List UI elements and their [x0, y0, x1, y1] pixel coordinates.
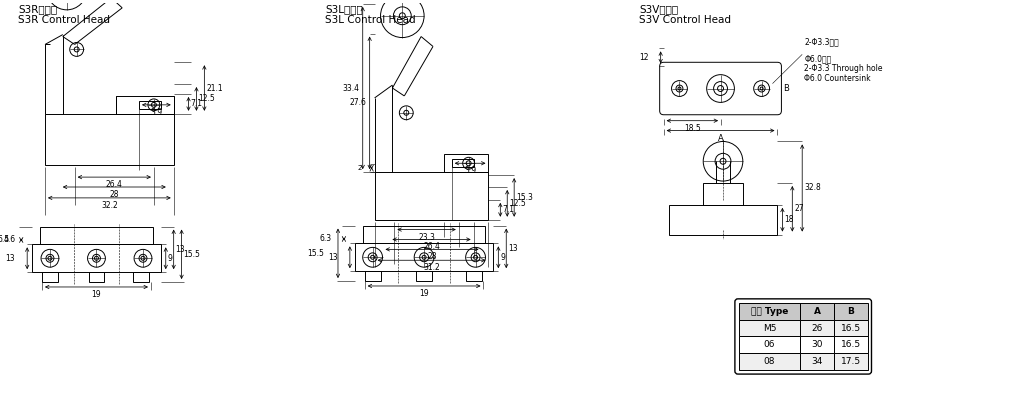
Text: 7.1: 7.1 [191, 99, 202, 109]
Text: M5: M5 [763, 323, 776, 333]
Bar [834, 303, 868, 320]
Text: B: B [847, 307, 854, 316]
Text: 12.5: 12.5 [509, 199, 526, 208]
Text: 06: 06 [764, 340, 775, 349]
Bar [669, 205, 777, 235]
Text: 型号 Type: 型号 Type [751, 307, 788, 316]
Bar [801, 353, 834, 370]
Bar [452, 159, 473, 167]
Bar [801, 303, 834, 320]
Text: 15.5: 15.5 [184, 250, 200, 259]
Bar [739, 303, 801, 320]
Bar [417, 271, 432, 281]
Text: 18: 18 [784, 215, 793, 224]
Bar [116, 96, 174, 114]
Text: 16.5: 16.5 [840, 340, 861, 349]
Text: 18.5: 18.5 [684, 124, 701, 133]
Text: 19: 19 [420, 289, 429, 298]
Bar [33, 244, 161, 272]
Text: 30: 30 [812, 340, 823, 349]
Text: 3.9: 3.9 [464, 166, 477, 175]
Bar [40, 227, 152, 244]
Text: 32.8: 32.8 [805, 184, 821, 192]
Text: S3L控制头: S3L控制头 [325, 4, 363, 14]
Bar [834, 353, 868, 370]
Text: 28: 28 [428, 252, 437, 261]
Text: B: B [783, 84, 789, 93]
Text: Φ6.0沉孔: Φ6.0沉孔 [805, 54, 831, 63]
Text: A: A [814, 307, 821, 316]
Bar [801, 320, 834, 336]
Bar [133, 272, 149, 282]
Text: 9: 9 [500, 253, 505, 262]
Text: Φ6.0 Countersink: Φ6.0 Countersink [805, 74, 871, 83]
Text: 19: 19 [91, 290, 102, 299]
Text: 27: 27 [795, 204, 804, 213]
Text: 7.1: 7.1 [502, 205, 514, 214]
Bar [739, 303, 868, 320]
Bar [739, 353, 801, 370]
Bar [139, 101, 161, 109]
Text: 28: 28 [110, 190, 119, 199]
Bar [703, 183, 743, 205]
Bar [375, 172, 489, 220]
Text: 2-Φ3.3 Through hole: 2-Φ3.3 Through hole [805, 64, 883, 73]
Bar [363, 225, 486, 243]
Bar [739, 336, 801, 353]
Bar [88, 272, 105, 282]
Text: 13: 13 [328, 253, 338, 262]
Bar [365, 271, 381, 281]
Text: 34: 34 [812, 357, 823, 366]
Text: 21.1: 21.1 [206, 83, 223, 93]
Text: S3V Control Head: S3V Control Head [639, 15, 731, 25]
Bar [465, 271, 482, 281]
Text: A: A [717, 134, 723, 142]
Text: S3R控制头: S3R控制头 [18, 4, 57, 14]
Bar [42, 272, 58, 282]
Bar [355, 243, 494, 271]
Text: 2: 2 [358, 165, 362, 171]
Text: 27.6: 27.6 [350, 98, 367, 107]
Text: 16.5: 16.5 [840, 323, 861, 333]
Text: 08: 08 [764, 357, 775, 366]
Bar [739, 320, 801, 336]
Text: 31.2: 31.2 [423, 263, 440, 272]
Text: 33.4: 33.4 [342, 83, 360, 93]
Text: 15.3: 15.3 [516, 193, 533, 202]
Text: 3.9: 3.9 [150, 108, 163, 117]
Text: S3V控制头: S3V控制头 [639, 4, 678, 14]
Text: 17.5: 17.5 [840, 357, 861, 366]
Text: 26.4: 26.4 [106, 180, 123, 189]
Text: 26: 26 [812, 323, 823, 333]
Bar [801, 336, 834, 353]
Text: 12: 12 [639, 53, 649, 62]
Text: 13: 13 [176, 245, 185, 254]
Text: 6.5: 6.5 [0, 235, 9, 244]
Text: 13: 13 [508, 244, 518, 253]
Bar [45, 114, 174, 165]
Text: 26.4: 26.4 [423, 243, 440, 251]
Text: 13: 13 [6, 254, 15, 263]
Text: 2-Φ3.3通孔: 2-Φ3.3通孔 [805, 37, 839, 47]
Text: S3R Control Head: S3R Control Head [18, 15, 111, 25]
Text: S3L Control Head: S3L Control Head [325, 15, 416, 25]
Bar [834, 320, 868, 336]
Text: 12.5: 12.5 [198, 94, 215, 103]
Text: 32.2: 32.2 [101, 201, 118, 210]
Text: 15.5: 15.5 [307, 249, 324, 258]
Text: 4.6: 4.6 [3, 235, 15, 243]
Text: 23.3: 23.3 [419, 233, 435, 241]
Text: 9: 9 [168, 254, 173, 263]
Bar [834, 336, 868, 353]
Text: 6.3: 6.3 [320, 235, 332, 243]
Bar [444, 154, 489, 172]
